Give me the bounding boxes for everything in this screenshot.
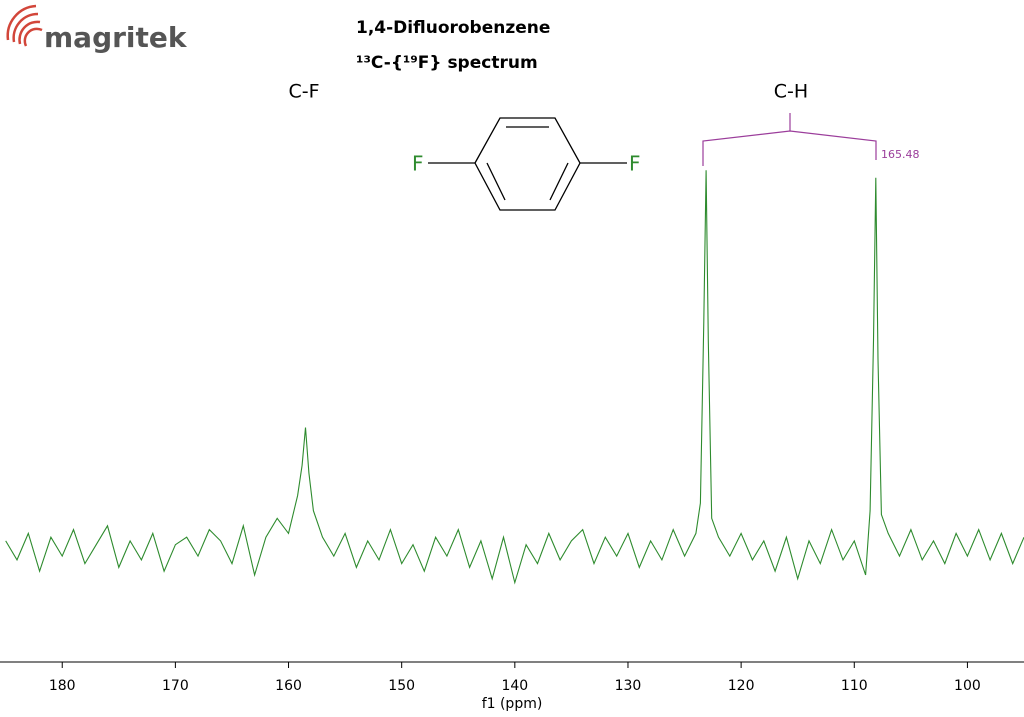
x-tick-label: 160 bbox=[275, 678, 302, 694]
peak-label: C-F bbox=[288, 81, 319, 103]
coupling-bracket bbox=[702, 113, 877, 166]
logo-arc bbox=[18, 20, 41, 45]
logo-arc bbox=[6, 4, 37, 41]
logo-mark bbox=[6, 4, 43, 47]
atom-label: F bbox=[412, 152, 424, 176]
peak-label: C-H bbox=[774, 81, 808, 103]
logo-text: magritek bbox=[44, 21, 188, 54]
x-axis-label: f1 (ppm) bbox=[482, 696, 543, 712]
logo-arc bbox=[12, 12, 39, 43]
x-tick-label: 130 bbox=[615, 678, 642, 694]
x-tick-label: 150 bbox=[388, 678, 415, 694]
chart-subtitle: ¹³C-{¹⁹F} spectrum bbox=[356, 53, 538, 73]
molecule bbox=[428, 117, 627, 211]
x-tick-label: 100 bbox=[954, 678, 981, 694]
x-tick-label: 110 bbox=[841, 678, 868, 694]
x-tick-label: 120 bbox=[728, 678, 755, 694]
x-tick-label: 140 bbox=[501, 678, 528, 694]
benzene-ring bbox=[474, 117, 581, 211]
coupling-label: 165.48 bbox=[881, 148, 920, 161]
chart-title: 1,4-Difluorobenzene bbox=[356, 18, 550, 38]
spectrum-line bbox=[5, 170, 1024, 585]
x-tick-label: 170 bbox=[162, 678, 189, 694]
logo-arc bbox=[23, 27, 43, 47]
x-tick-label: 180 bbox=[49, 678, 76, 694]
bracket-line bbox=[702, 130, 877, 166]
atom-label: F bbox=[629, 152, 641, 176]
double-bond bbox=[549, 162, 569, 201]
double-bond bbox=[486, 162, 506, 201]
